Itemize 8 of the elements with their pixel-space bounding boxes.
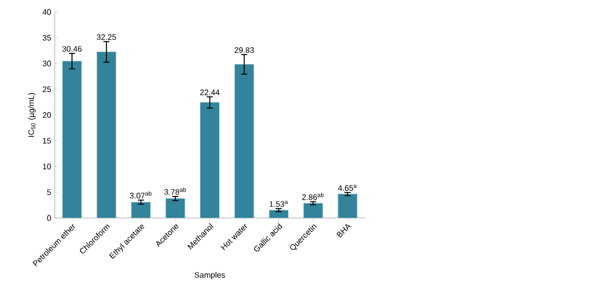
bar — [131, 202, 151, 218]
bar — [166, 198, 186, 218]
bar — [96, 52, 116, 218]
bar — [200, 102, 220, 218]
bar — [62, 60, 82, 218]
bar — [303, 203, 323, 218]
bar — [234, 64, 254, 218]
bar — [338, 194, 358, 218]
